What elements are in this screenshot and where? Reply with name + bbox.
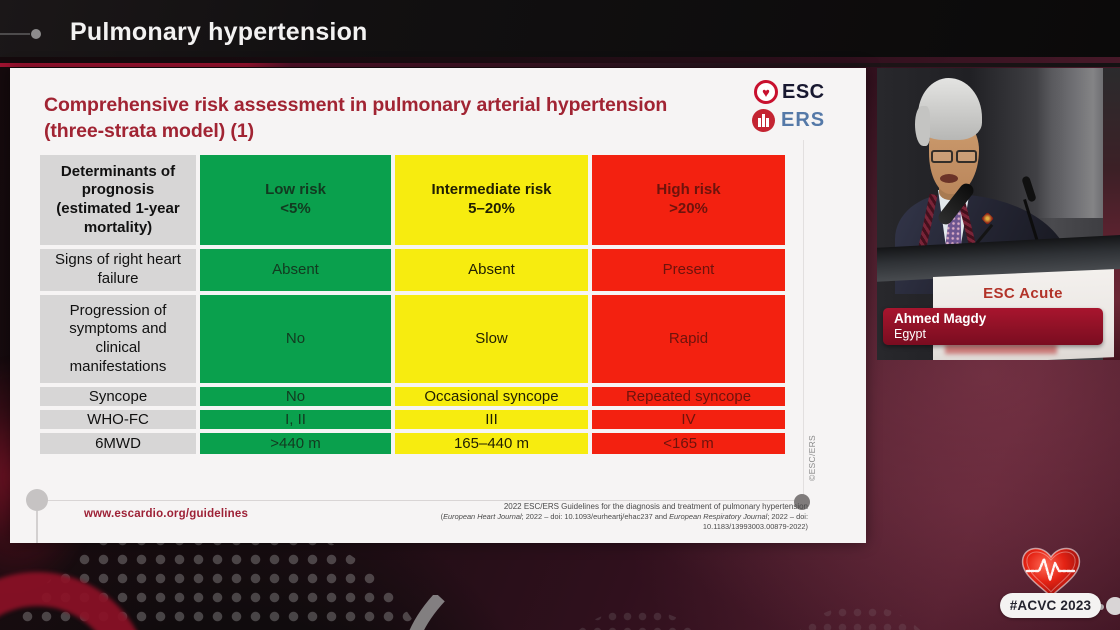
risk-table: Determinants of prognosis (estimated 1-y… bbox=[40, 155, 785, 454]
table-cell: Present bbox=[592, 249, 785, 291]
header-bar: Pulmonary hypertension bbox=[0, 0, 1120, 57]
podium-label: ESC Acute bbox=[983, 285, 1063, 302]
margin-line bbox=[803, 140, 804, 500]
table-cell: IV bbox=[592, 410, 785, 429]
column-header-intermediate-risk: Intermediate risk 5–20% bbox=[395, 155, 588, 245]
speaker-name: Ahmed Magdy bbox=[894, 311, 987, 326]
acvc-hashtag-text: #ACVC 2023 bbox=[1009, 598, 1092, 613]
speaker-mouth bbox=[940, 174, 958, 183]
table-cell: <165 m bbox=[592, 433, 785, 454]
acvc-heart-logo bbox=[1014, 544, 1088, 605]
row-label: WHO-FC bbox=[40, 410, 196, 429]
speaker-country: Egypt bbox=[894, 327, 926, 341]
row-label: 6MWD bbox=[40, 433, 196, 454]
slide: Comprehensive risk assessment in pulmona… bbox=[10, 68, 866, 543]
escardio-link: www.escardio.org/guidelines bbox=[84, 508, 249, 520]
ers-logo: ERS bbox=[752, 109, 844, 132]
row-label: Progression of symptoms and clinical man… bbox=[40, 295, 196, 383]
speaker-nameplate: Ahmed Magdy Egypt bbox=[883, 308, 1103, 345]
ers-lungs-icon bbox=[752, 109, 775, 132]
footer-dot-right bbox=[794, 494, 810, 510]
speaker-hair bbox=[915, 106, 930, 146]
dot-pattern-decor bbox=[545, 609, 730, 630]
slide-title-line1: Comprehensive risk assessment in pulmona… bbox=[44, 94, 668, 116]
row-label: Syncope bbox=[40, 387, 196, 406]
table-corner-cell: Determinants of prognosis (estimated 1-y… bbox=[40, 155, 196, 245]
speaker-glasses bbox=[931, 150, 977, 163]
footer-line bbox=[37, 500, 804, 501]
column-header-high-risk: High risk >20% bbox=[592, 155, 785, 245]
slide-title: Comprehensive risk assessment in pulmona… bbox=[44, 93, 704, 144]
esc-heart-icon: ♥ bbox=[754, 80, 778, 104]
row-label: Signs of right heart failure bbox=[40, 249, 196, 291]
table-cell: Absent bbox=[395, 249, 588, 291]
slide-title-line2: (three-strata model) (1) bbox=[44, 119, 254, 142]
table-cell: III bbox=[395, 410, 588, 429]
table-cell: Occasional syncope bbox=[395, 387, 588, 406]
table-cell: No bbox=[200, 387, 391, 406]
bullet-dot-icon bbox=[31, 29, 41, 39]
ers-logo-text: ERS bbox=[781, 109, 826, 131]
esc-logo-text: ESC bbox=[782, 80, 825, 103]
speaker-video: ESC Acute Ahmed Magdy Egypt bbox=[877, 68, 1120, 360]
table-cell: Rapid bbox=[592, 295, 785, 383]
table-cell: Repeated syncope bbox=[592, 387, 785, 406]
citation-line2: (European Heart Journal; 2022 – doi: 10.… bbox=[440, 512, 808, 531]
footer-dot-left bbox=[26, 489, 48, 511]
stage-curtain bbox=[1037, 68, 1109, 218]
citation-line1: 2022 ESC/ERS Guidelines for the diagnosi… bbox=[503, 502, 808, 511]
esc-logo: ♥ ESC bbox=[754, 80, 844, 104]
table-cell: 165–440 m bbox=[395, 433, 588, 454]
dot-pattern-decor bbox=[775, 605, 945, 630]
podium-label-blurred bbox=[945, 344, 1057, 354]
bullet-line bbox=[0, 33, 30, 35]
page-title: Pulmonary hypertension bbox=[70, 18, 368, 46]
gray-swoosh-decor bbox=[409, 595, 445, 630]
column-header-low-risk: Low risk <5% bbox=[200, 155, 391, 245]
table-cell: >440 m bbox=[200, 433, 391, 454]
table-cell: No bbox=[200, 295, 391, 383]
header-divider bbox=[0, 63, 1120, 67]
copyright-label: ©ESC/ERS bbox=[807, 435, 817, 481]
table-cell: I, II bbox=[200, 410, 391, 429]
logo-row: ♥ ESC ERS bbox=[752, 80, 844, 132]
badge-dot-decor bbox=[1098, 604, 1104, 610]
table-cell: Slow bbox=[395, 295, 588, 383]
citation: 2022 ESC/ERS Guidelines for the diagnosi… bbox=[430, 502, 808, 532]
badge-dot-decor bbox=[1106, 597, 1120, 615]
footer-line-vertical bbox=[36, 511, 38, 543]
table-cell: Absent bbox=[200, 249, 391, 291]
acvc-hashtag-badge: #ACVC 2023 bbox=[1000, 593, 1101, 618]
